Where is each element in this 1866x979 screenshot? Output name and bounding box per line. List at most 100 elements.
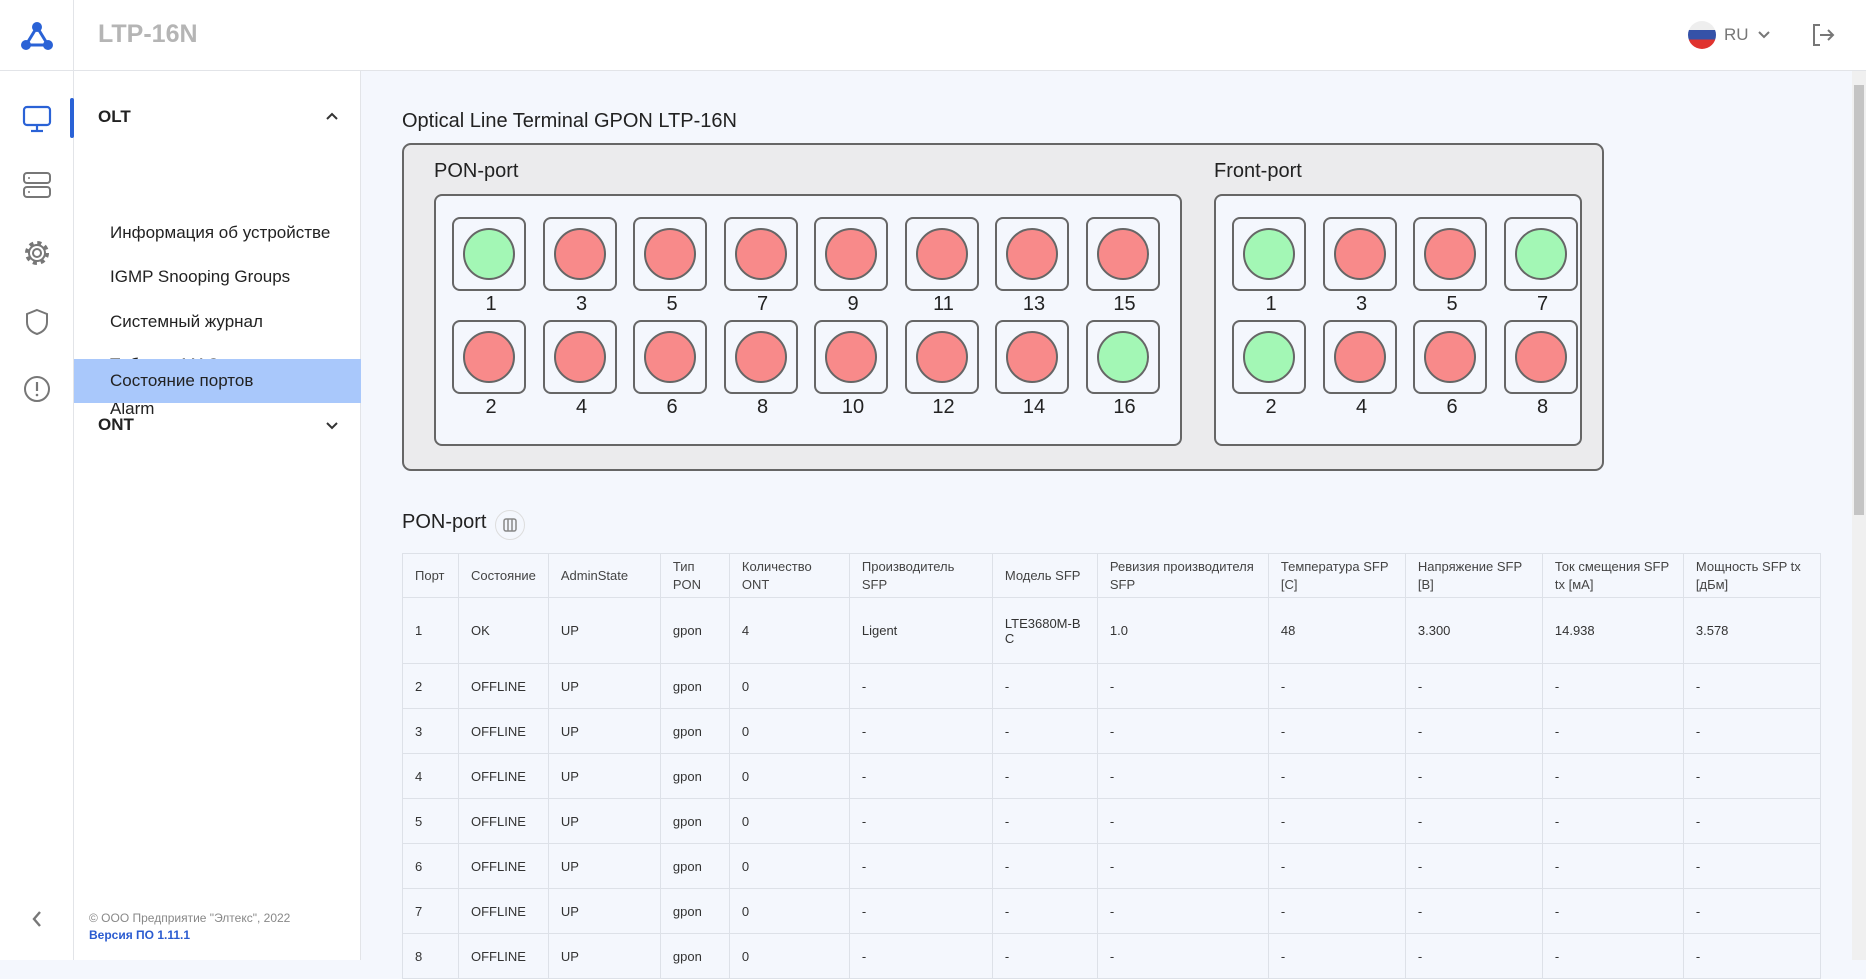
- table-cell: -: [991, 933, 1098, 979]
- table-cell: OK: [458, 597, 549, 664]
- table-cell: 7: [402, 888, 459, 934]
- sidebar-item-syslog[interactable]: Системный журнал: [110, 311, 263, 331]
- column-header[interactable]: Производитель SFP: [848, 553, 993, 598]
- logo-icon[interactable]: [0, 0, 74, 71]
- port-6[interactable]: 6: [633, 320, 707, 418]
- firmware-version[interactable]: Версия ПО 1.11.1: [89, 928, 191, 942]
- port-8[interactable]: 8: [1503, 320, 1578, 418]
- port-number: 15: [1113, 293, 1136, 315]
- table-cell: gpon: [659, 798, 730, 844]
- port-4[interactable]: 4: [1322, 320, 1397, 418]
- table-row[interactable]: 7 OFFLINE UP gpon 0- - - - - - -: [402, 888, 1821, 934]
- table-title: PON-port: [402, 511, 487, 533]
- port-14[interactable]: 14: [995, 320, 1069, 418]
- port-13[interactable]: 13: [995, 217, 1069, 315]
- port-2[interactable]: 2: [452, 320, 526, 418]
- port-status-led: [1514, 331, 1567, 383]
- port-4[interactable]: 4: [542, 320, 617, 418]
- port-8[interactable]: 8: [723, 320, 798, 418]
- table-cell: -: [1541, 888, 1684, 934]
- table-row[interactable]: 5 OFFLINE UP gpon 0- - - - - - -: [402, 798, 1821, 844]
- port-3[interactable]: 3: [542, 217, 617, 315]
- port-11[interactable]: 11: [904, 217, 979, 315]
- column-header[interactable]: Ревизия производителя SFP: [1096, 553, 1269, 598]
- sidebar-group-ont[interactable]: ONT: [74, 405, 361, 445]
- table-cell: 0: [728, 843, 850, 889]
- port-status-led: [1424, 228, 1476, 280]
- port-7[interactable]: 7: [1503, 217, 1578, 315]
- column-header[interactable]: Состояние: [458, 553, 549, 598]
- port-16[interactable]: 16: [1085, 320, 1160, 418]
- table-cell: -: [991, 888, 1098, 934]
- table-cell: OFFLINE: [458, 663, 549, 709]
- port-number: 14: [1022, 396, 1046, 418]
- column-header[interactable]: AdminState: [547, 553, 661, 598]
- page-scrollbar[interactable]: [1852, 71, 1866, 960]
- port-status-led: [1424, 331, 1476, 383]
- port-number: 11: [933, 293, 954, 315]
- port-7[interactable]: 7: [723, 217, 798, 315]
- table-row[interactable]: 1 OK UP gpon 4 Ligent LTE3680M-BC 1.0 48 3.300 14.…: [402, 597, 1821, 664]
- sidebar-group-olt[interactable]: OLT: [74, 97, 361, 137]
- port-1[interactable]: 1: [1232, 217, 1306, 315]
- sidebar-item-port-status[interactable]: Состояние портов: [74, 359, 361, 403]
- port-1[interactable]: 1: [452, 217, 526, 315]
- table-cell: 4: [402, 753, 459, 799]
- column-header[interactable]: Модель SFP: [991, 553, 1098, 598]
- collapse-sidebar-button[interactable]: [30, 909, 44, 934]
- table-cell: 3.578: [1682, 597, 1821, 664]
- logout-button[interactable]: [1810, 22, 1836, 53]
- table-cell: -: [991, 708, 1098, 754]
- column-header[interactable]: Мощность SFP tx [дБм]: [1682, 553, 1821, 598]
- chevron-down-icon: [326, 422, 338, 430]
- table-row[interactable]: 3 OFFLINE UP gpon 0- - - - - - -: [402, 708, 1821, 754]
- column-header[interactable]: Напряжение SFP [В]: [1404, 553, 1543, 598]
- monitor-icon[interactable]: [22, 104, 52, 134]
- table-cell: 0: [728, 753, 850, 799]
- column-header[interactable]: Количество ONT: [728, 553, 850, 598]
- table-row[interactable]: 6 OFFLINE UP gpon 0- - - - - - -: [402, 843, 1821, 889]
- column-settings-button[interactable]: [495, 510, 525, 540]
- table-cell: -: [1096, 933, 1269, 979]
- port-3[interactable]: 3: [1322, 217, 1397, 315]
- port-status-led: [825, 228, 877, 280]
- port-5[interactable]: 5: [1413, 217, 1487, 315]
- port-number: 13: [1022, 293, 1046, 315]
- shield-icon[interactable]: [22, 307, 52, 337]
- port-9[interactable]: 9: [814, 217, 888, 315]
- port-10[interactable]: 10: [814, 320, 888, 418]
- port-number: 8: [756, 396, 769, 418]
- table-cell: -: [1682, 753, 1821, 799]
- scrollbar-thumb[interactable]: [1854, 85, 1864, 515]
- sidebar-item-device-info[interactable]: Информация об устройстве: [110, 222, 331, 242]
- sidebar-item-igmp[interactable]: IGMP Snooping Groups: [110, 266, 291, 286]
- sidebar-item-alarm[interactable]: Alarm: [110, 398, 155, 418]
- column-header[interactable]: Порт: [402, 553, 459, 598]
- table-row[interactable]: 2 OFFLINE UP gpon 0- - - - - - -: [402, 663, 1821, 709]
- port-6[interactable]: 6: [1413, 320, 1487, 418]
- port-5[interactable]: 5: [633, 217, 707, 315]
- port-2[interactable]: 2: [1232, 320, 1306, 418]
- port-number: 1: [485, 293, 497, 315]
- table-cell: gpon: [659, 933, 730, 979]
- language-selector[interactable]: RU: [1688, 21, 1771, 49]
- table-cell: -: [1096, 888, 1269, 934]
- port-15[interactable]: 15: [1085, 217, 1160, 315]
- column-header[interactable]: Температура SFP [C]: [1267, 553, 1406, 598]
- table-row[interactable]: 4 OFFLINE UP gpon 0- - - - - - -: [402, 753, 1821, 799]
- server-icon[interactable]: [22, 170, 52, 200]
- table-cell: -: [1541, 708, 1684, 754]
- table-row[interactable]: 8 OFFLINE UP gpon 0- - - - - - -: [402, 933, 1821, 979]
- port-status-led: [1096, 228, 1149, 280]
- table-cell: -: [1541, 933, 1684, 979]
- column-header[interactable]: Тип PON: [659, 553, 730, 598]
- alert-icon[interactable]: [22, 374, 52, 404]
- active-indicator: [70, 98, 74, 138]
- app-title: LTP-16N: [98, 20, 198, 48]
- logout-icon: [1813, 24, 1835, 46]
- port-number: 7: [756, 293, 769, 315]
- column-header[interactable]: Ток смещения SFP tx [мА]: [1541, 553, 1684, 598]
- gear-icon[interactable]: [22, 238, 52, 268]
- port-12[interactable]: 12: [904, 320, 979, 418]
- table-cell: 2: [402, 663, 459, 709]
